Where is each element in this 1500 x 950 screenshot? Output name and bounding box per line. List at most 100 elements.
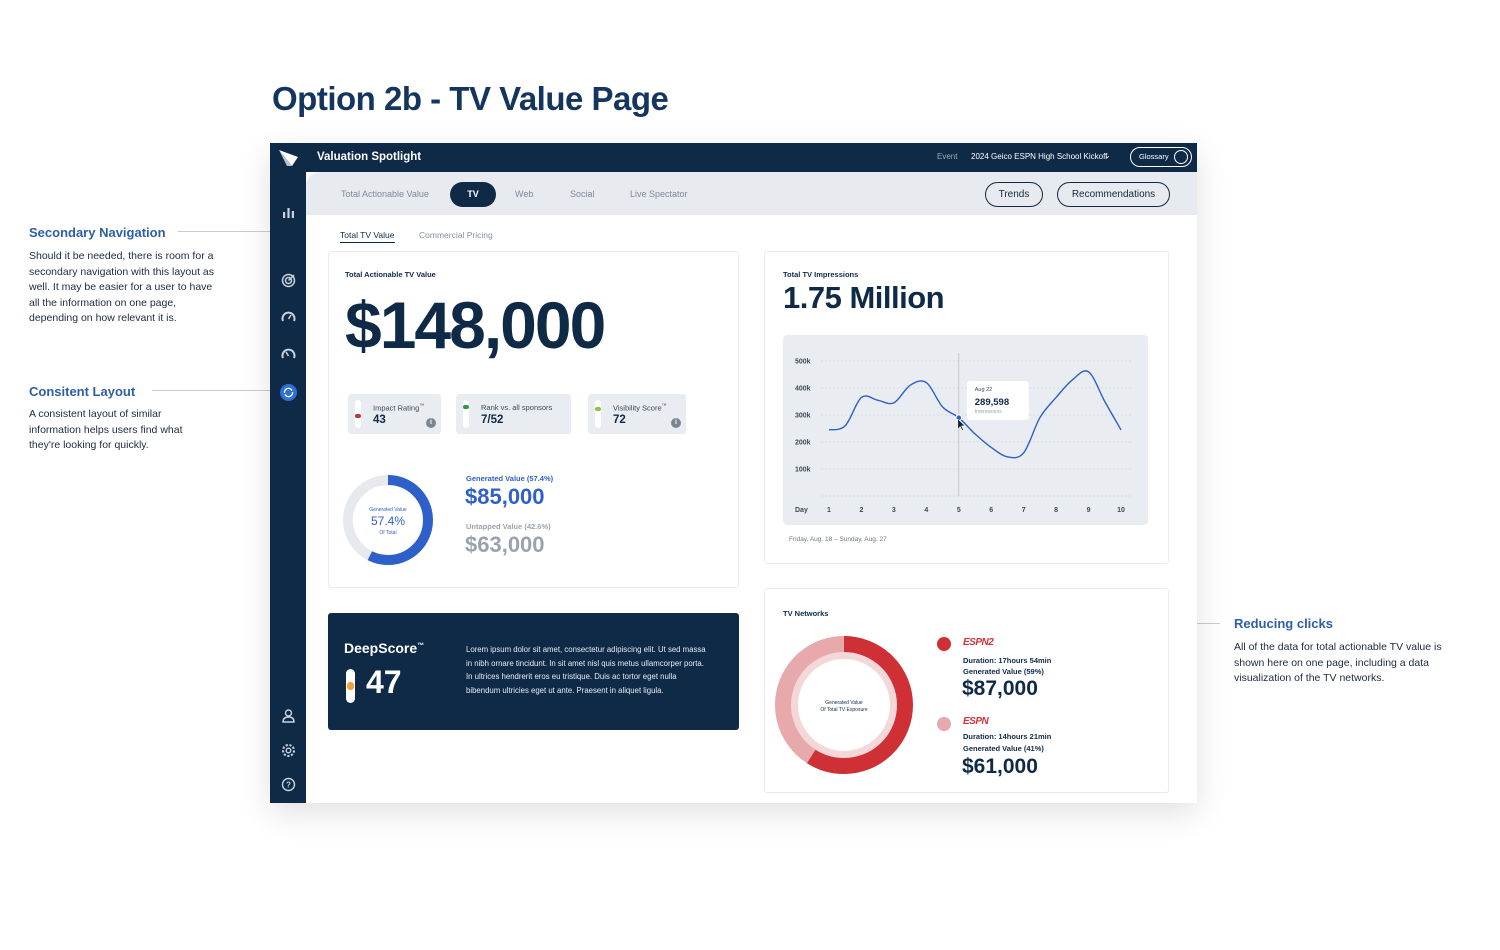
impressions-chart: 500k 400k 300k 200k 100k Day 1 2 3 4 5 6 7 8 9 10 Aug 22… (783, 335, 1148, 525)
toggle-knob (1174, 150, 1188, 164)
annotation-line: secondary navigation with this layout as (29, 265, 215, 278)
donut-sub: Of Total TV Exposure (820, 707, 868, 713)
app-logo-icon (279, 150, 298, 166)
trademark-symbol: ™ (661, 403, 667, 409)
annotation-secondary-nav-text: Should it be needed, there is room for a… (29, 249, 229, 327)
deepscore-title-text: DeepScore (344, 640, 418, 656)
tv-value-amount: $148,000 (345, 288, 606, 362)
tab-total-actionable-value[interactable]: Total Actionable Value (341, 189, 429, 199)
donut-center (798, 659, 890, 751)
legend-dot-espn (937, 717, 951, 731)
mouse-cursor-icon (957, 418, 966, 431)
espn2-value: $87,000 (962, 677, 1038, 700)
refresh-icon[interactable] (280, 384, 297, 401)
app-window: Valuation Spotlight Event 2024 Geico ESP… (270, 143, 1197, 803)
subtab-total-tv-value[interactable]: Total TV Value (340, 230, 395, 243)
date-range: Friday, Aug. 18 – Sunday, Aug. 27 (789, 536, 887, 543)
info-icon[interactable]: i (426, 418, 436, 428)
trends-button[interactable]: Trends (985, 182, 1043, 207)
metric-label-text: Impact Rating (373, 403, 420, 413)
metric-value: 43 (373, 414, 386, 426)
metric-value: 7/52 (481, 414, 504, 426)
donut-sub: Of Total (379, 530, 396, 536)
y-tick-label: 500k (795, 359, 811, 366)
untapped-value-label: Untapped Value (42.6%) (466, 522, 551, 531)
chevron-down-icon[interactable]: ⌄ (1104, 151, 1111, 160)
annotation-line: shown here on one page, including a data (1234, 656, 1429, 669)
generated-value-donut: Generated Value 57.4% Of Total (343, 475, 433, 565)
tab-web[interactable]: Web (515, 189, 534, 199)
annotation-line: A consistent layout of similar (29, 408, 162, 420)
donut-generated-arc (343, 475, 433, 565)
espn2-generated: Generated Value (59%) (963, 667, 1044, 676)
svg-text:?: ? (286, 781, 291, 790)
rating-gauge (595, 400, 601, 428)
info-icon[interactable]: i (671, 418, 681, 428)
bar-chart-icon[interactable] (281, 205, 296, 220)
impressions-series-line (828, 370, 1122, 459)
subtab-commercial-pricing[interactable]: Commercial Pricing (419, 230, 493, 240)
untapped-value-amount: $63,000 (465, 532, 545, 557)
user-icon[interactable] (281, 708, 296, 723)
glossary-toggle[interactable]: Glossary (1130, 147, 1192, 167)
espn-logo: ESPN (963, 716, 989, 727)
deepscore-title: DeepScore™ (344, 640, 424, 656)
event-label: Event (937, 152, 958, 161)
gear-icon[interactable] (281, 743, 296, 758)
x-tick-label: 10 (1117, 507, 1125, 514)
espn-generated: Generated Value (41%) (963, 744, 1044, 753)
tab-live-spectator[interactable]: Live Spectator (630, 189, 688, 199)
x-tick-label: 9 (1087, 507, 1091, 514)
donut-espn2-arc (775, 636, 913, 774)
donut-title: Generated Value (369, 507, 407, 513)
annotation-reducing-clicks-text: All of the data for total actionable TV … (1234, 640, 1474, 687)
impressions-value: 1.75 Million (783, 280, 945, 315)
annotation-secondary-nav-title: Secondary Navigation (29, 225, 166, 240)
tooltip-value: 289,598 (975, 397, 1009, 408)
tv-value-label: Total Actionable TV Value (345, 270, 436, 279)
top-bar: Valuation Spotlight Event 2024 Geico ESP… (270, 143, 1197, 172)
recommendations-button[interactable]: Recommendations (1057, 182, 1170, 207)
annotation-line: well. It may be easier for a user to hav… (29, 281, 213, 293)
help-icon[interactable]: ? (281, 777, 296, 792)
espn2-logo: ESPN2 (963, 637, 994, 648)
espn2-duration: Duration: 17hours 54min (963, 656, 1052, 665)
impressions-card: Total TV Impressions 1.75 Million 500k 40… (764, 251, 1169, 564)
annotation-consistent-layout-title: Consitent Layout (29, 384, 136, 399)
target-icon[interactable] (281, 273, 296, 288)
tab-tv[interactable]: TV (450, 182, 496, 207)
annotation-leader-line (1182, 623, 1220, 624)
app-title: Valuation Spotlight (317, 151, 422, 163)
page-title: Option 2b - TV Value Page (272, 80, 669, 117)
x-tick-label: 7 (1022, 507, 1026, 514)
trademark-symbol: ™ (417, 642, 425, 650)
metric-value: 72 (613, 414, 626, 426)
tv-networks-label: TV Networks (783, 609, 829, 618)
annotation-line: information helps users find what (29, 423, 183, 436)
sidebar: ? (270, 172, 306, 803)
annotation-leader-line (178, 231, 318, 232)
annotation-line: they're looking for quickly. (29, 439, 149, 451)
x-tick-label: 8 (1054, 507, 1058, 514)
main-content: Total Actionable Value TV Web Social Liv… (306, 172, 1197, 803)
deepscore-value: 47 (366, 664, 402, 700)
metric-label: Visibility Score™ (613, 403, 667, 413)
event-select[interactable]: 2024 Geico ESPN High School Kickoff (971, 152, 1108, 161)
impressions-line-chart[interactable]: 500k 400k 300k 200k 100k Day 1 2 3 4 5 6 7 8 9 10 Aug 22… (783, 335, 1148, 525)
rating-gauge (355, 400, 361, 428)
annotation-leader-line (152, 390, 317, 391)
x-tick-label: 4 (924, 507, 928, 514)
y-tick-label: 200k (795, 440, 811, 447)
x-axis-label: Day (795, 507, 808, 514)
gauge-indicator (347, 682, 354, 690)
gauge-icon[interactable] (281, 347, 296, 362)
x-tick-label: 5 (957, 507, 961, 514)
tab-social[interactable]: Social (570, 189, 595, 199)
legend-dot-espn2 (937, 637, 951, 651)
tv-networks-card: TV Networks Generated Value Of Total TV … (764, 588, 1169, 793)
deepscore-gauge (346, 669, 355, 703)
deepscore-description: Lorem ipsum dolor sit amet, consectetur … (466, 645, 706, 695)
annotation-line: depending on how relevant it is. (29, 312, 177, 324)
gauge-icon[interactable] (281, 310, 296, 325)
annotation-line: visualization of the TV networks. (1234, 672, 1385, 684)
